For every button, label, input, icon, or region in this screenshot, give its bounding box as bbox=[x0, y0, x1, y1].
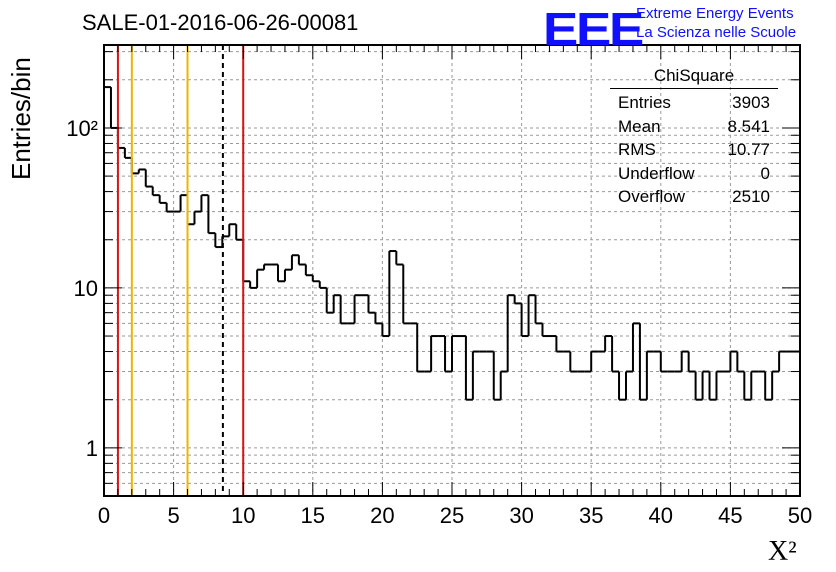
stats-value: 3903 bbox=[732, 93, 770, 112]
stats-label: Overflow bbox=[618, 187, 686, 206]
stats-value: 0 bbox=[760, 163, 770, 183]
stats-label: Mean bbox=[618, 116, 661, 136]
logo-caption-line2: La Scienza nelle Scuole bbox=[636, 24, 797, 41]
x-tick-label: 40 bbox=[649, 503, 673, 528]
x-tick-label: 45 bbox=[718, 503, 742, 528]
stats-value: 2510 bbox=[732, 187, 770, 206]
y-tick-label: 1 bbox=[86, 436, 98, 461]
x-tick-label: 15 bbox=[301, 503, 325, 528]
histogram-series bbox=[104, 86, 800, 401]
stats-row-entries: Entries 3903 bbox=[610, 91, 778, 115]
y-tick-label: 10² bbox=[66, 116, 98, 141]
x-tick-label: 25 bbox=[440, 503, 464, 528]
stats-row-mean: Mean 8.541 bbox=[610, 115, 778, 139]
x-tick-label: 20 bbox=[370, 503, 394, 528]
axis-tick-labels: 0 5 10 15 20 25 30 35 40 45 50 1 10 10² bbox=[66, 116, 812, 528]
x-tick-label: 30 bbox=[509, 503, 533, 528]
stats-row-overflow: Overflow 2510 bbox=[610, 185, 778, 209]
x-tick-label: 35 bbox=[579, 503, 603, 528]
axis-ticks bbox=[103, 45, 801, 497]
stats-row-rms: RMS 10.77 bbox=[610, 138, 778, 162]
chart-title: SALE-01-2016-06-26-00081 bbox=[82, 10, 359, 35]
stats-value: 8.541 bbox=[727, 116, 770, 136]
y-tick-label: 10 bbox=[74, 276, 98, 301]
stats-row-underflow: Underflow 0 bbox=[610, 162, 778, 186]
x-axis-label: Χ² bbox=[768, 536, 797, 567]
stats-title: ChiSquare bbox=[610, 66, 778, 89]
stats-label: Entries bbox=[618, 93, 671, 112]
logo-caption-line1: Extreme Energy Events bbox=[636, 5, 794, 22]
stats-value: 10.77 bbox=[727, 140, 770, 159]
stats-box: ChiSquare Entries 3903 Mean 8.541 RMS 10… bbox=[610, 66, 778, 209]
eee-logo: EEE bbox=[543, 3, 644, 55]
x-tick-label: 0 bbox=[98, 503, 110, 528]
stats-label: Underflow bbox=[618, 163, 695, 183]
x-tick-label: 5 bbox=[167, 503, 179, 528]
x-tick-label: 50 bbox=[788, 503, 812, 528]
stats-label: RMS bbox=[618, 140, 656, 159]
y-axis-label: Entries/bin bbox=[6, 57, 36, 180]
threshold-lines bbox=[116, 45, 245, 496]
x-tick-label: 10 bbox=[231, 503, 255, 528]
